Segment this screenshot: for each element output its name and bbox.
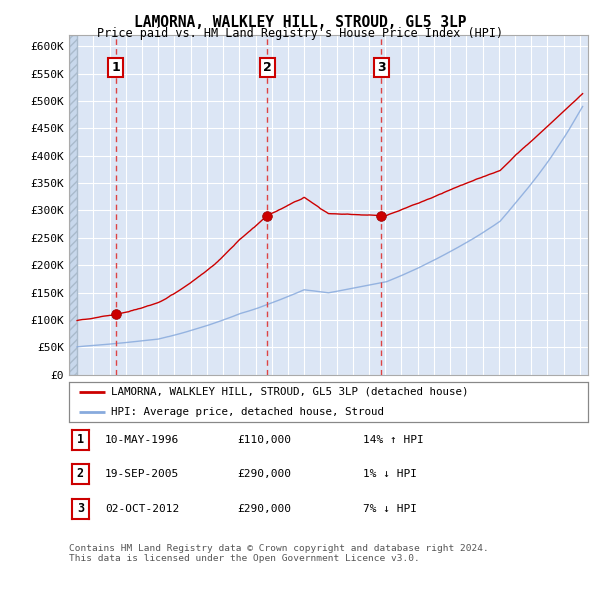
Text: Price paid vs. HM Land Registry's House Price Index (HPI): Price paid vs. HM Land Registry's House … bbox=[97, 27, 503, 40]
FancyBboxPatch shape bbox=[69, 35, 77, 375]
Text: This data is licensed under the Open Government Licence v3.0.: This data is licensed under the Open Gov… bbox=[69, 555, 420, 563]
Text: 1: 1 bbox=[77, 433, 84, 446]
Text: 1% ↓ HPI: 1% ↓ HPI bbox=[363, 469, 417, 478]
Text: 2: 2 bbox=[263, 61, 272, 74]
Text: LAMORNA, WALKLEY HILL, STROUD, GL5 3LP: LAMORNA, WALKLEY HILL, STROUD, GL5 3LP bbox=[134, 15, 466, 30]
Text: 3: 3 bbox=[77, 502, 84, 515]
Text: 19-SEP-2005: 19-SEP-2005 bbox=[105, 469, 179, 478]
Text: 3: 3 bbox=[377, 61, 386, 74]
Text: HPI: Average price, detached house, Stroud: HPI: Average price, detached house, Stro… bbox=[110, 407, 383, 417]
Text: 7% ↓ HPI: 7% ↓ HPI bbox=[363, 504, 417, 513]
Text: 2: 2 bbox=[77, 467, 84, 480]
Text: 10-MAY-1996: 10-MAY-1996 bbox=[105, 435, 179, 444]
Text: £290,000: £290,000 bbox=[237, 504, 291, 513]
Text: LAMORNA, WALKLEY HILL, STROUD, GL5 3LP (detached house): LAMORNA, WALKLEY HILL, STROUD, GL5 3LP (… bbox=[110, 387, 468, 396]
Text: 14% ↑ HPI: 14% ↑ HPI bbox=[363, 435, 424, 444]
Text: £110,000: £110,000 bbox=[237, 435, 291, 444]
Text: £290,000: £290,000 bbox=[237, 469, 291, 478]
Text: Contains HM Land Registry data © Crown copyright and database right 2024.: Contains HM Land Registry data © Crown c… bbox=[69, 545, 489, 553]
Text: 1: 1 bbox=[111, 61, 120, 74]
Text: 02-OCT-2012: 02-OCT-2012 bbox=[105, 504, 179, 513]
